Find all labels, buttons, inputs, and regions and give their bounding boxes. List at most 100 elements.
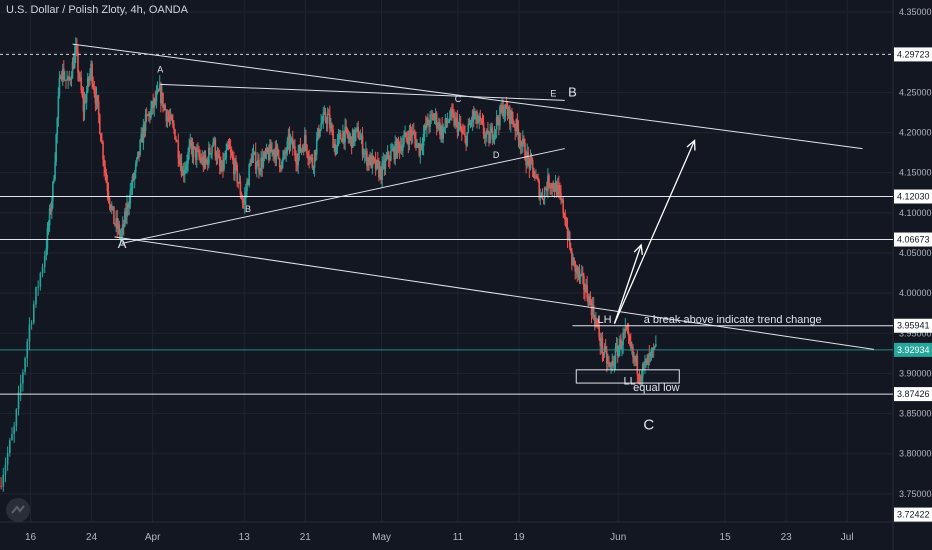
candle-body [421, 146, 424, 148]
candle-body [452, 112, 454, 115]
candle-body [92, 83, 95, 88]
candle-body [119, 234, 122, 236]
candle-body [647, 354, 650, 365]
candle-body [132, 176, 135, 180]
y-tick-label: 3.85000 [899, 409, 932, 419]
x-tick-label: May [372, 532, 391, 543]
price-badge-label: 3.95941 [897, 321, 930, 331]
price-badge-label: 3.72422 [897, 510, 930, 520]
candle-body [114, 224, 116, 226]
candle-body [66, 79, 68, 81]
candle-body [349, 136, 352, 138]
candle-body [245, 191, 247, 196]
candle-body [441, 125, 443, 139]
candle-body [86, 77, 89, 92]
candle-body [115, 217, 117, 225]
candle-body [24, 358, 26, 373]
candle-body [490, 127, 493, 133]
candle-body [586, 285, 588, 299]
candle-body [285, 152, 288, 154]
candle-body [30, 322, 33, 325]
candle-body [611, 361, 614, 364]
candle-body [565, 225, 568, 227]
candle-body [377, 160, 379, 163]
candle-body [318, 128, 320, 137]
candle-body [108, 198, 111, 205]
candle-body [648, 354, 651, 356]
candle-body [362, 154, 365, 156]
candle-body [227, 144, 230, 146]
candle-body [163, 105, 165, 109]
candle-body [610, 363, 612, 367]
candle-body [480, 119, 483, 121]
candle-body [143, 124, 146, 132]
candle-body [338, 133, 341, 136]
candle-body [209, 147, 211, 154]
candle-body [493, 130, 496, 138]
candle-body [525, 159, 527, 166]
candle-body [457, 124, 460, 133]
candle-body [281, 161, 283, 170]
candle-body [589, 296, 592, 304]
arrowhead-icon [633, 243, 643, 255]
candle-body [279, 167, 282, 170]
price-badge [894, 47, 932, 62]
candle-body [643, 363, 645, 365]
candle-body [39, 273, 42, 287]
candle-body [97, 101, 100, 115]
candle-body [350, 136, 353, 148]
candle-body [466, 131, 469, 146]
candle-body [553, 188, 556, 192]
price-badge [894, 342, 932, 357]
candle-body [640, 376, 643, 381]
candle-body [402, 143, 404, 151]
candle-body [370, 155, 373, 169]
x-tick-label: Apr [145, 532, 161, 543]
candle-body [535, 176, 537, 179]
chart-label: LH [597, 314, 611, 326]
candle-body [93, 87, 96, 94]
candle-body [359, 138, 362, 140]
candle-body [556, 185, 559, 196]
candle-body [11, 434, 13, 441]
candle-body [76, 45, 78, 53]
candle-body [451, 109, 453, 113]
candle-body [152, 101, 154, 108]
price-badge [894, 507, 932, 522]
candle-body [295, 155, 297, 163]
candle-body [520, 144, 523, 147]
candle-body [361, 135, 364, 155]
tradingview-logo-icon[interactable] [6, 498, 30, 522]
candle-body [306, 144, 308, 154]
candle-body [363, 152, 366, 155]
candle-body [351, 129, 354, 148]
candle-body [636, 356, 639, 375]
candle-body [94, 93, 97, 104]
candle-body [182, 170, 185, 176]
candle-body [559, 188, 561, 194]
candle-body [78, 72, 80, 79]
candle-body [507, 106, 510, 116]
candle-body [82, 96, 85, 112]
candle-body [467, 123, 470, 132]
candle-body [398, 143, 401, 152]
candle-body [130, 188, 133, 190]
candle-body [198, 150, 200, 157]
candle-body [83, 100, 86, 112]
candle-body [625, 326, 628, 330]
candle-body [154, 98, 157, 102]
x-tick-label: 11 [453, 532, 464, 543]
candle-body [504, 103, 507, 114]
candle-body [567, 231, 570, 240]
candle-body [503, 113, 506, 117]
candle-body [492, 137, 495, 140]
candle-body [127, 204, 129, 208]
candle-body [249, 160, 252, 165]
candle-body [133, 172, 136, 180]
candle-body [121, 224, 124, 234]
candle-body [428, 124, 430, 127]
candle-body [566, 226, 569, 240]
candle-body [184, 170, 186, 176]
candle-body [128, 203, 131, 208]
candle-body [334, 143, 337, 155]
